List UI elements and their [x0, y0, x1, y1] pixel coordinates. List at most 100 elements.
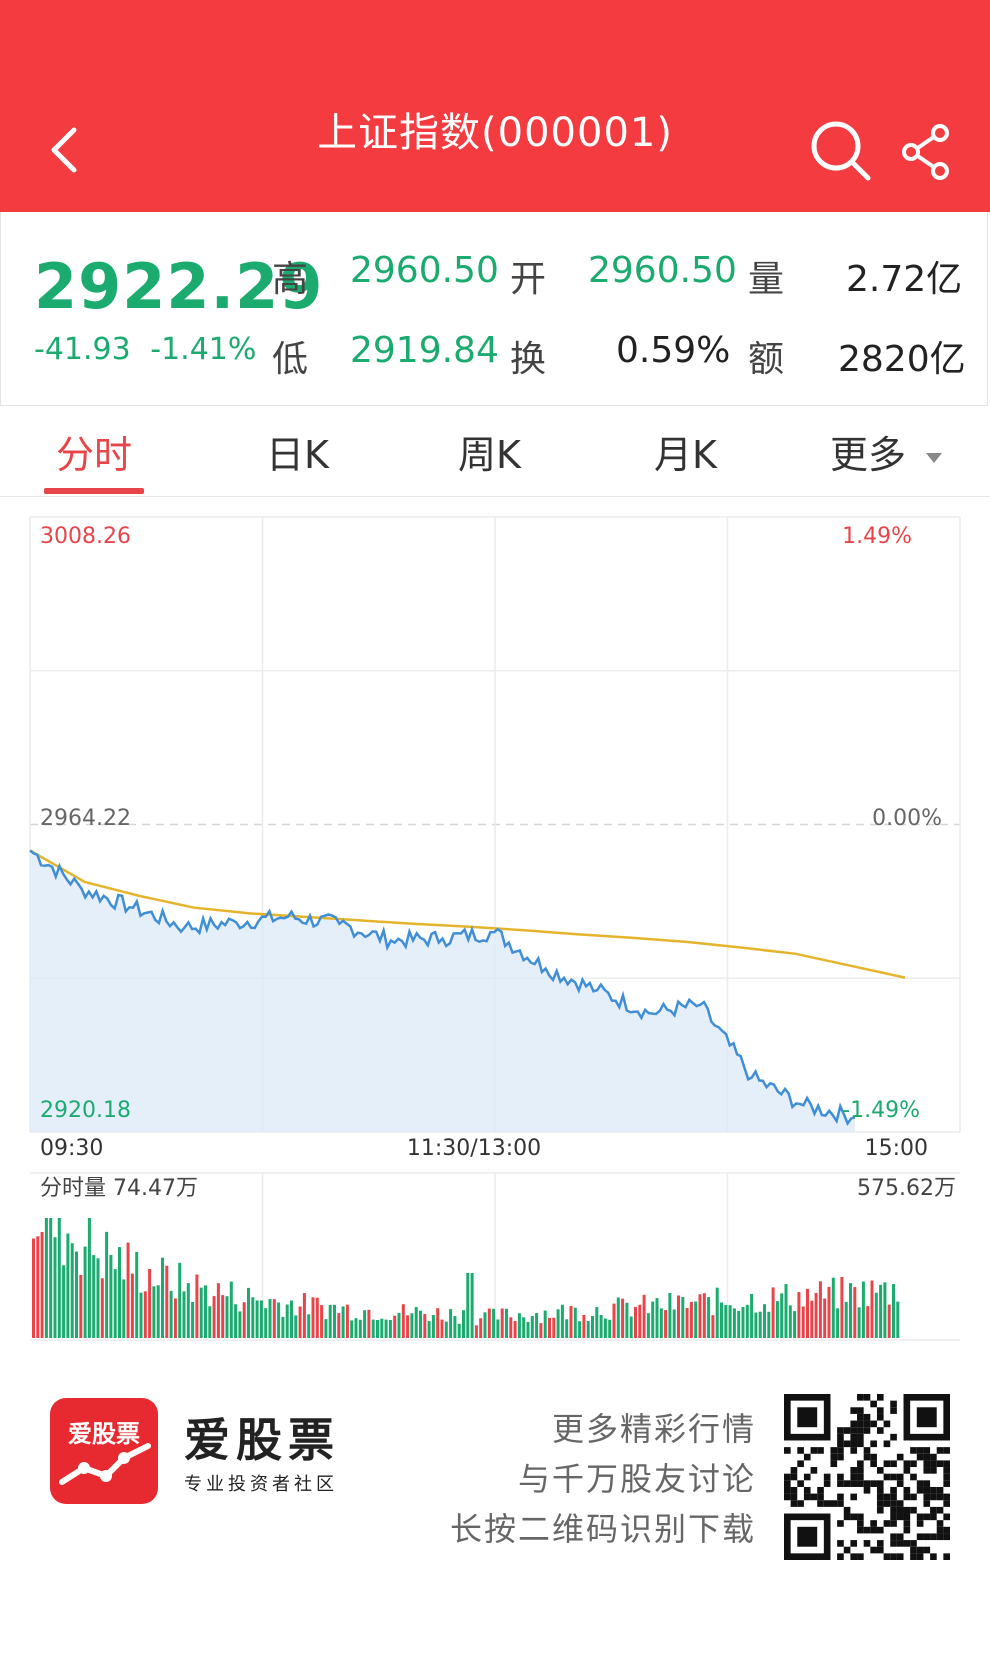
promo-line-2: 与千万股友讨论	[517, 1460, 756, 1498]
volume-bar	[109, 1254, 113, 1338]
volume-bar	[208, 1306, 212, 1338]
volume-bar	[182, 1291, 186, 1338]
volume-bar	[801, 1306, 805, 1338]
volume-bar	[444, 1321, 448, 1338]
volume-bar	[165, 1265, 169, 1338]
tab-intraday[interactable]: 分时	[56, 433, 133, 477]
volume-bar	[49, 1218, 53, 1338]
volume-bar	[302, 1293, 306, 1338]
trend-logo-icon	[59, 1443, 151, 1485]
volume-bar	[367, 1309, 371, 1338]
volume-bar	[212, 1296, 216, 1338]
volume-bar	[122, 1279, 126, 1338]
volume-bar	[221, 1295, 225, 1338]
average-price-line	[29, 849, 906, 979]
volume-bar	[393, 1315, 397, 1338]
volume-bar	[552, 1317, 556, 1338]
volume-bar	[866, 1306, 870, 1338]
volume-bar	[844, 1301, 848, 1338]
volume-bar	[638, 1304, 642, 1338]
volume-bar	[496, 1319, 500, 1338]
share-icon[interactable]	[900, 124, 952, 180]
volume-bar	[849, 1283, 852, 1338]
search-icon[interactable]	[808, 118, 874, 184]
back-icon[interactable]	[40, 120, 90, 180]
time-mid-label: 11:30/13:00	[407, 1136, 541, 1161]
intraday-chart[interactable]: 3008.26 1.49% 2964.22 0.00% 2920.18 -1.4…	[0, 505, 990, 1345]
price-line	[29, 849, 856, 1126]
logo-text: 爱股票	[68, 1420, 140, 1448]
volume-bar	[810, 1300, 814, 1338]
volume-bar	[470, 1273, 474, 1338]
volume-bar	[861, 1281, 865, 1338]
volume-bar	[500, 1308, 504, 1338]
volume-bar	[199, 1287, 203, 1338]
volume-bar	[371, 1319, 375, 1338]
volume-bar	[780, 1293, 784, 1338]
turnover-value: 0.59%	[616, 330, 731, 371]
y-min-pct-label: -1.49%	[842, 1098, 920, 1123]
volume-bar	[612, 1303, 616, 1338]
time-end-label: 15:00	[865, 1136, 928, 1161]
volume-bar	[483, 1312, 487, 1338]
volume-bar	[320, 1305, 324, 1338]
volume-bar	[672, 1309, 676, 1338]
volume-bar	[823, 1298, 827, 1338]
volume-bar	[797, 1292, 801, 1338]
volume-bar	[664, 1310, 668, 1338]
volume-bar	[324, 1319, 328, 1338]
volume-bar	[354, 1318, 358, 1338]
volume-bar	[750, 1293, 754, 1338]
time-start-label: 09:30	[40, 1136, 103, 1161]
volume-bar	[397, 1312, 401, 1338]
volume-bar	[272, 1299, 276, 1338]
volume-bar	[732, 1308, 736, 1338]
volume-bar	[806, 1288, 809, 1338]
volume-bar	[216, 1283, 220, 1338]
volume-bar	[436, 1308, 440, 1338]
volume-bar	[870, 1280, 874, 1338]
tab-more-label: 更多	[830, 433, 907, 477]
volume-bar	[406, 1315, 410, 1338]
quote-panel	[0, 212, 988, 406]
volume-bar	[763, 1304, 766, 1338]
volume-bar	[814, 1292, 818, 1338]
qr-code-icon[interactable]	[784, 1394, 950, 1560]
volume-bar	[560, 1304, 564, 1338]
volume-bar	[642, 1294, 646, 1338]
tab-daily-k[interactable]: 日K	[266, 433, 329, 477]
volume-bar	[492, 1308, 496, 1338]
volume-bar	[659, 1308, 663, 1338]
volume-bar	[853, 1287, 857, 1338]
volume-bar	[466, 1273, 470, 1338]
amount-label: 额	[748, 339, 785, 380]
volume-bar	[126, 1242, 130, 1338]
volume-bar	[548, 1317, 551, 1338]
volume-bar	[70, 1243, 74, 1338]
volume-bar	[40, 1232, 44, 1338]
volume-bar	[724, 1304, 728, 1338]
volume-bar	[178, 1262, 182, 1338]
volume-bar	[573, 1307, 577, 1338]
high-label: 高	[272, 259, 309, 300]
tab-weekly-k[interactable]: 周K	[458, 433, 521, 477]
tab-more[interactable]: 更多	[830, 424, 944, 479]
volume-bar	[204, 1285, 207, 1338]
volume-bar	[376, 1320, 379, 1338]
chart-tabs: 分时 日K 周K 月K 更多	[0, 406, 990, 497]
tab-monthly-k[interactable]: 月K	[654, 433, 717, 477]
volume-bar	[152, 1286, 156, 1338]
y-max-label: 3008.26	[40, 524, 131, 549]
volume-bar	[96, 1258, 100, 1338]
volume-bar	[668, 1293, 672, 1338]
volume-bar	[83, 1246, 87, 1338]
volume-bar	[711, 1315, 715, 1338]
volume-bar	[715, 1287, 719, 1338]
volume-bar	[431, 1315, 435, 1338]
volume-bar	[277, 1302, 281, 1338]
volume-bar	[487, 1308, 491, 1338]
volume-bar	[569, 1306, 573, 1338]
open-value: 2960.50	[588, 250, 737, 291]
volume-bar	[758, 1311, 762, 1338]
volume-bar	[440, 1319, 444, 1338]
